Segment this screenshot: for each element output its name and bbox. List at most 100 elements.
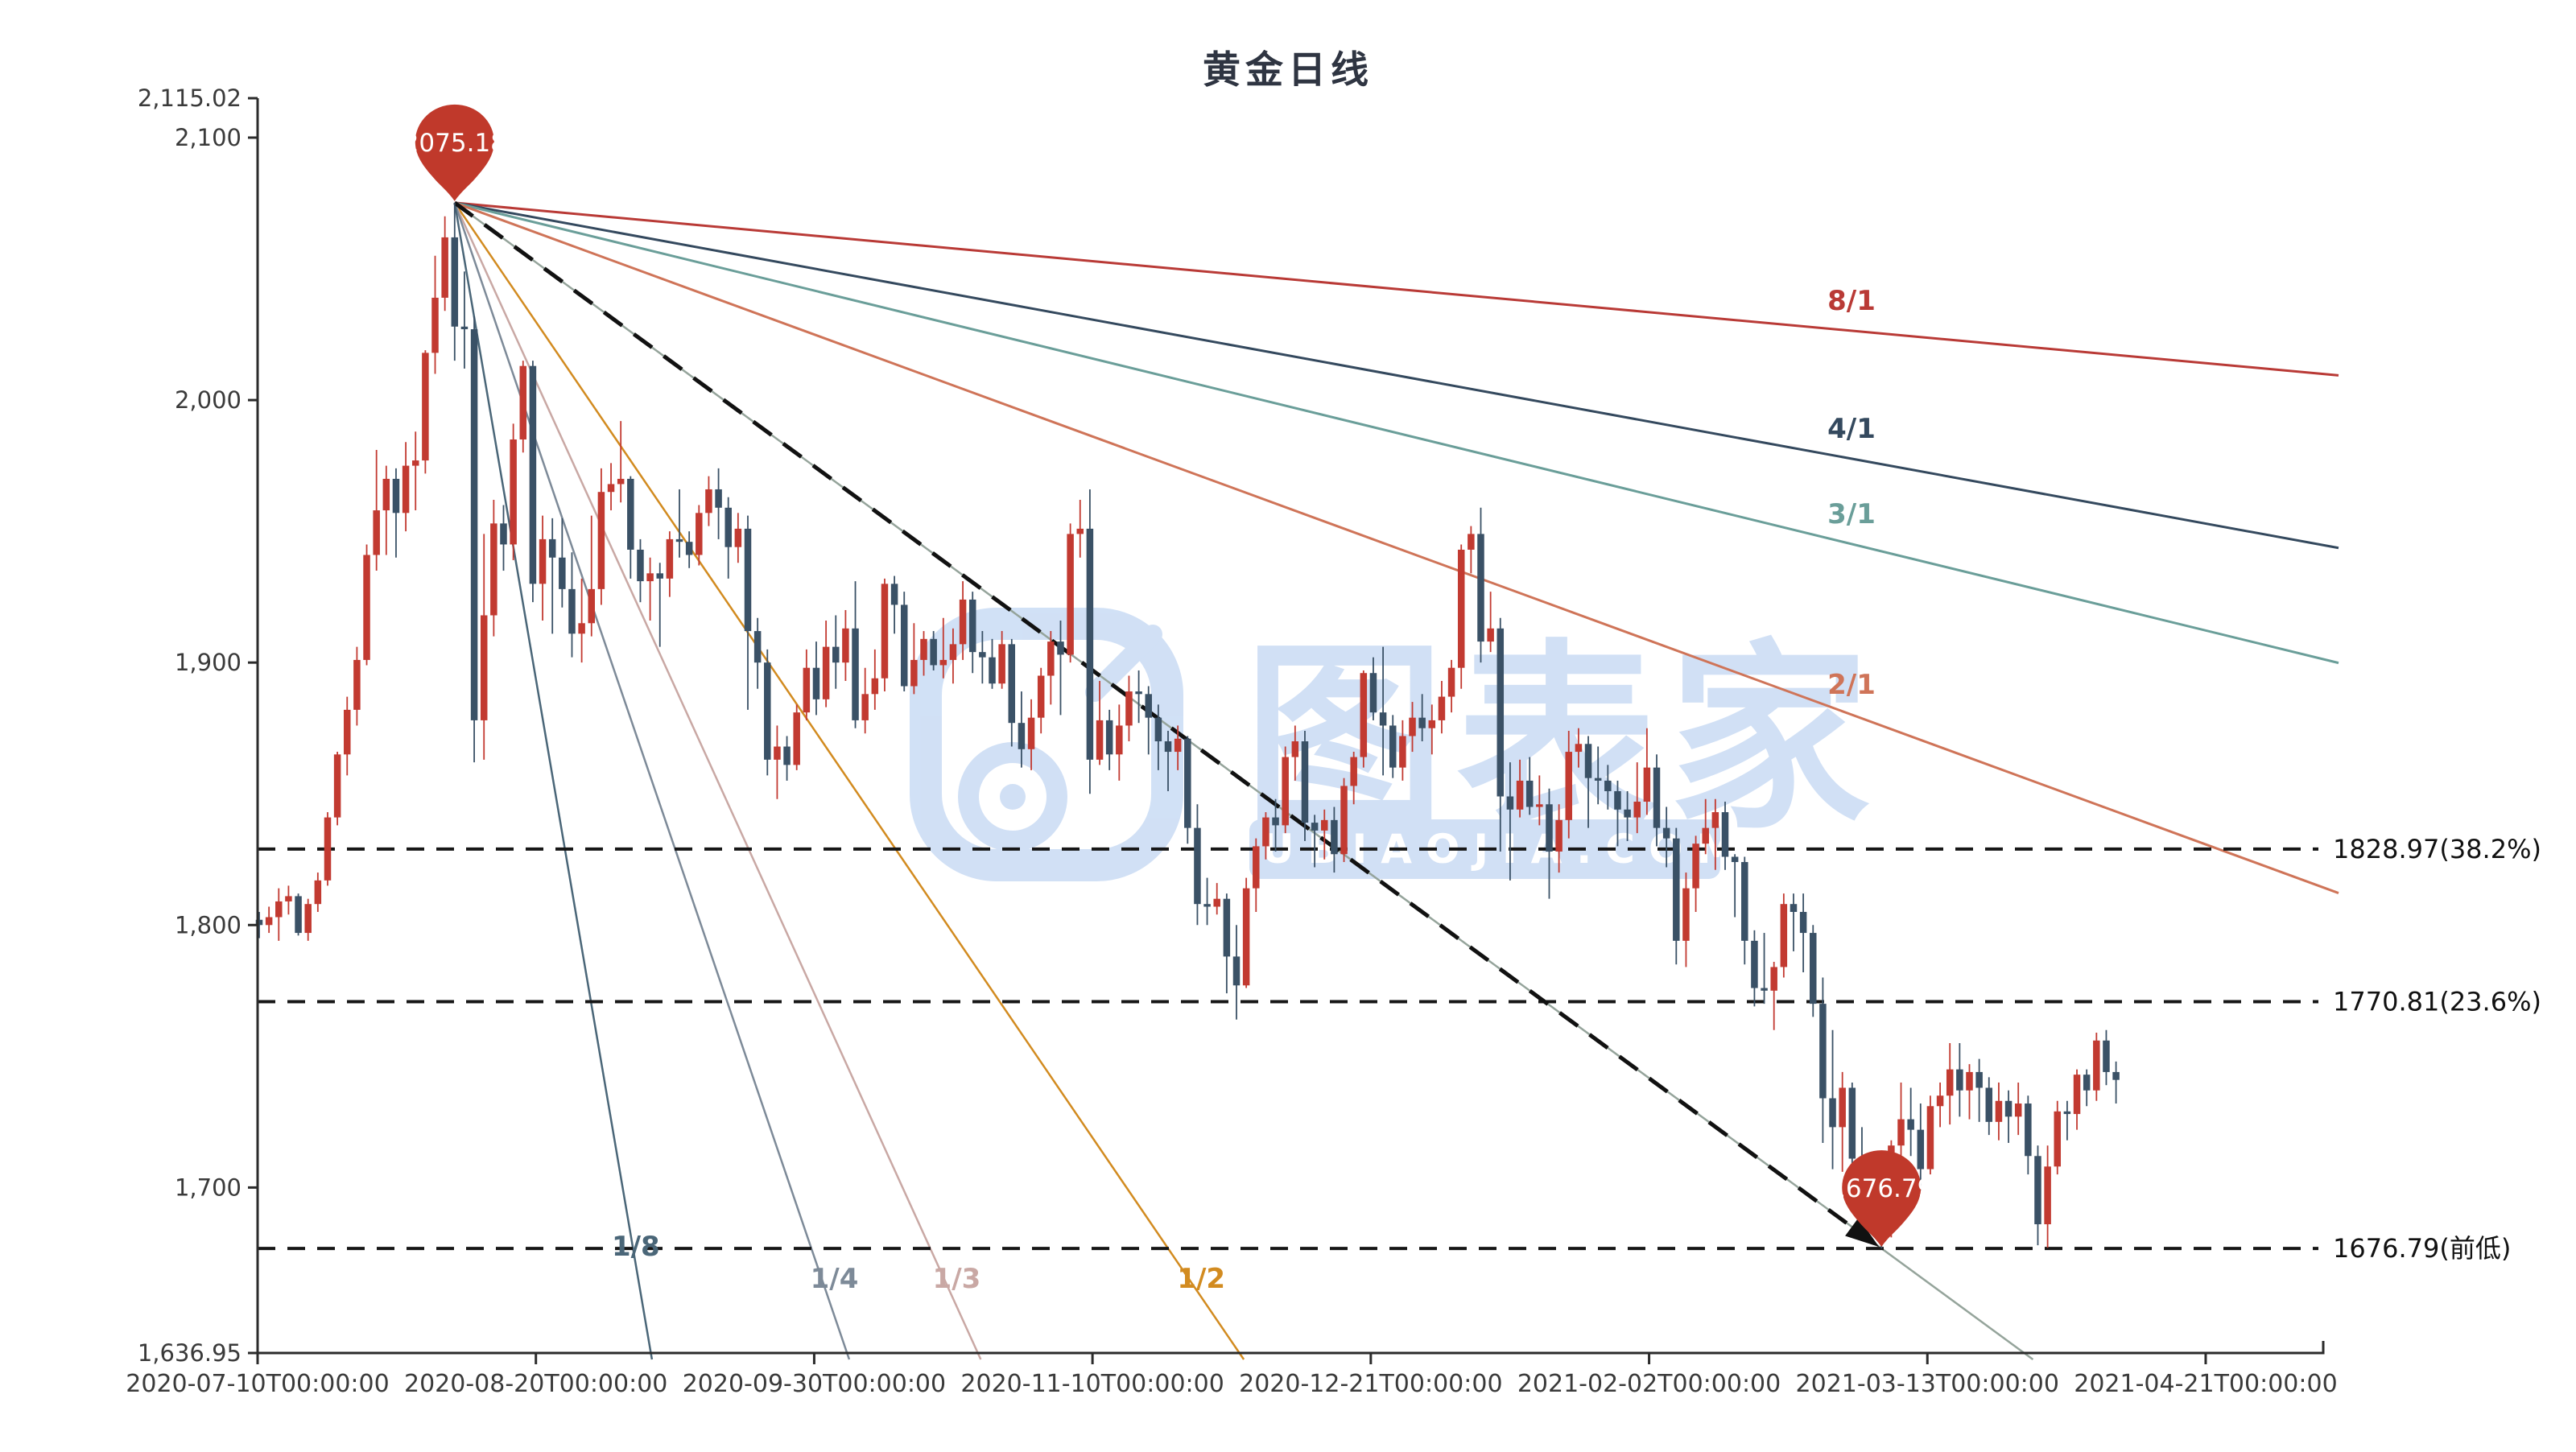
candle-body <box>617 478 625 485</box>
gann-label-1-4: 1/4 <box>811 1263 859 1295</box>
candle-body <box>1047 641 1055 676</box>
candle-body <box>1067 534 1074 655</box>
candle-body <box>1164 741 1172 753</box>
candle-body <box>1282 757 1289 826</box>
candle-body <box>2093 1040 2100 1091</box>
candle-body <box>314 880 322 905</box>
gann-label-4-1: 4/1 <box>1827 413 1876 445</box>
candle-body <box>1575 744 1583 753</box>
candle-body <box>1389 725 1397 768</box>
candle-body <box>2103 1040 2110 1072</box>
candle-body <box>734 528 742 547</box>
candle-body <box>295 896 302 934</box>
candle-body <box>1291 741 1299 757</box>
trend-arrowhead-icon <box>1845 1217 1880 1248</box>
candle-body <box>519 365 527 439</box>
candle-body <box>285 896 292 901</box>
candle-body <box>1468 534 1475 550</box>
candle-body <box>1184 738 1191 828</box>
candle-body <box>411 460 419 466</box>
candle-body <box>890 584 898 605</box>
candle-body <box>1761 988 1768 991</box>
candle-body <box>1116 725 1123 755</box>
candle-body <box>1907 1119 1914 1130</box>
gann-line-2-1 <box>454 201 2339 894</box>
candle-body <box>431 297 439 353</box>
candle-body <box>930 638 937 666</box>
candle-body <box>1477 534 1484 642</box>
gann-label-8-1: 8/1 <box>1827 285 1876 317</box>
candle-body <box>1799 911 1807 934</box>
candle-body <box>1604 780 1612 791</box>
y-tick-label: 1,800 <box>175 911 242 938</box>
candle-body <box>1975 1071 1983 1088</box>
gann-line-3-1 <box>454 201 2339 665</box>
watermark-brand-text: 图表家 <box>1244 622 1881 856</box>
candle-body <box>666 538 674 579</box>
x-tick-label: 2021-03-13T00:00:00 <box>1796 1370 2059 1398</box>
watermark-logo-icon <box>1085 625 1162 702</box>
candle-body <box>1662 827 1670 839</box>
candle-body <box>1594 778 1602 781</box>
candle-body <box>1584 744 1592 778</box>
candle-body <box>989 657 996 684</box>
candle-body <box>588 588 596 624</box>
candle-body <box>910 659 918 687</box>
candle-body <box>1086 528 1094 760</box>
candle-body <box>968 599 976 653</box>
candle-body <box>812 667 820 699</box>
y-tick-label: 1,700 <box>175 1174 242 1201</box>
gann-line-8-1 <box>454 201 2339 377</box>
candle-body <box>1653 767 1661 828</box>
candle-body <box>1428 720 1436 728</box>
candle-body <box>1810 933 1817 1004</box>
candle-body <box>764 662 771 760</box>
candle-body <box>529 365 537 584</box>
candle-body <box>1702 827 1709 844</box>
candle-body <box>705 489 712 514</box>
candle-body <box>275 901 283 918</box>
candle-body <box>1311 823 1319 831</box>
candle-body <box>422 353 429 461</box>
candle-body <box>539 538 547 584</box>
candle-body <box>2083 1075 2091 1091</box>
high-balloon-shape <box>415 104 494 201</box>
candle-body <box>1565 752 1573 820</box>
candle-body <box>480 615 488 720</box>
candle-body <box>392 478 400 514</box>
candle-body <box>1751 940 1758 988</box>
gann-label-1-2: 1/2 <box>1177 1263 1225 1295</box>
candle-body <box>1272 817 1279 826</box>
candle-body <box>1897 1119 1905 1146</box>
candle-body <box>1438 696 1446 720</box>
candle-body <box>382 478 390 511</box>
candle-body <box>607 484 615 493</box>
candle-body <box>1682 888 1690 941</box>
candle-body <box>1731 856 1739 863</box>
candle-body <box>1105 720 1113 755</box>
high-balloon: 2075.18 <box>403 104 506 201</box>
candle-body <box>1301 741 1309 823</box>
candle-body <box>1194 827 1201 905</box>
gann-label-3-1: 3/1 <box>1827 498 1876 530</box>
candle-body <box>1506 796 1514 810</box>
candle-body <box>2054 1111 2062 1167</box>
high-balloon-text: 2075.18 <box>403 129 506 158</box>
candle-body <box>1174 738 1182 753</box>
candle-body <box>333 754 341 818</box>
candle-body <box>451 237 459 327</box>
candle-body <box>1946 1069 1954 1096</box>
candle-body <box>2034 1156 2041 1225</box>
y-tick-label: 2,100 <box>175 124 242 151</box>
candle-body <box>979 652 986 658</box>
candle-body <box>724 507 732 547</box>
candle-body <box>402 465 410 514</box>
candle-body <box>1487 628 1494 642</box>
low-balloon-text: 1676.79 <box>1830 1174 1933 1203</box>
candle-body <box>1457 549 1465 668</box>
candle-body <box>959 599 967 645</box>
candle-body <box>1624 809 1631 818</box>
candle-body <box>353 659 361 710</box>
